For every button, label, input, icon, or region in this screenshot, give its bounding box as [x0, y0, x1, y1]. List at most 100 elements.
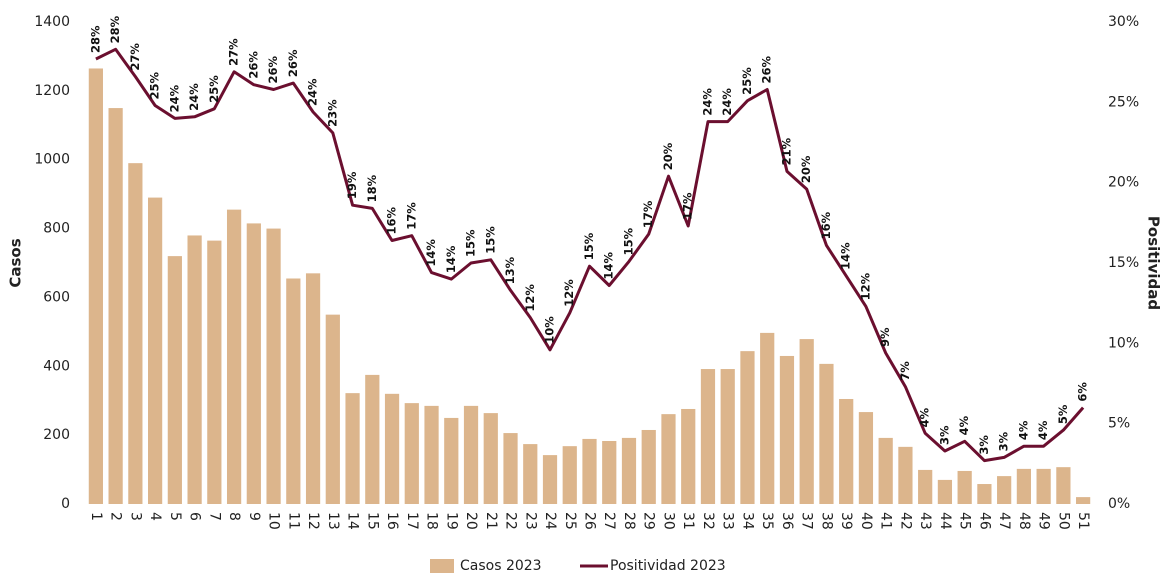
- x-tick-label: 28: [621, 512, 637, 530]
- x-tick-label: 15: [364, 512, 380, 530]
- data-label: 26%: [266, 55, 280, 83]
- y2-tick-label: 15%: [1108, 255, 1139, 271]
- x-tick-label: 2: [108, 512, 124, 521]
- bar: [878, 437, 893, 504]
- data-label: 13%: [503, 256, 517, 284]
- data-label: 15%: [582, 232, 596, 260]
- x-tick-label: 41: [878, 512, 894, 530]
- x-tick-label: 43: [917, 512, 933, 530]
- data-label: 24%: [306, 78, 320, 106]
- data-label: 9%: [878, 327, 892, 347]
- bar: [1056, 467, 1071, 504]
- y-axis-title: Casos: [7, 238, 25, 287]
- data-label: 7%: [898, 361, 912, 381]
- x-tick-label: 13: [325, 512, 341, 530]
- data-label: 15%: [464, 229, 478, 257]
- bar: [898, 446, 913, 504]
- x-tick-label: 51: [1075, 512, 1091, 530]
- bar: [266, 228, 281, 505]
- bar: [424, 405, 439, 504]
- bar: [187, 235, 202, 504]
- x-tick-label: 18: [424, 512, 440, 530]
- bar: [621, 437, 637, 504]
- data-label: 3%: [937, 425, 951, 445]
- y2-axis-title: Positividad: [1145, 216, 1163, 310]
- legend-label: Positividad 2023: [610, 558, 726, 574]
- data-label: 20%: [661, 142, 675, 170]
- x-tick-label: 35: [759, 512, 775, 530]
- data-label: 25%: [740, 67, 754, 95]
- x-tick-label: 17: [404, 512, 420, 530]
- x-tick-label: 39: [838, 512, 854, 530]
- x-tick-label: 5: [167, 512, 183, 521]
- x-tick-label: 45: [957, 512, 973, 530]
- bar: [365, 374, 380, 504]
- bar: [681, 408, 696, 504]
- data-label: 4%: [1016, 420, 1030, 440]
- bar: [1076, 497, 1091, 504]
- bar: [760, 332, 775, 504]
- x-tick-label: 31: [680, 512, 696, 530]
- x-tick-label: 4: [147, 512, 163, 521]
- x-tick-label: 42: [897, 512, 913, 530]
- y-tick-label: 800: [43, 221, 70, 237]
- bar: [957, 470, 972, 504]
- bar: [404, 403, 419, 504]
- bar: [779, 355, 795, 504]
- data-label: 27%: [128, 43, 142, 71]
- bar: [720, 369, 735, 504]
- bar: [641, 429, 656, 504]
- x-tick-label: 47: [996, 512, 1012, 530]
- data-label: 16%: [385, 207, 399, 235]
- y2-tick-label: 30%: [1108, 14, 1139, 30]
- bar: [108, 108, 123, 505]
- bar: [562, 446, 577, 504]
- bar: [226, 209, 242, 504]
- x-tick-label: 50: [1055, 512, 1071, 530]
- data-label: 19%: [345, 171, 359, 199]
- x-tick-label: 49: [1036, 512, 1052, 530]
- bar: [483, 413, 498, 504]
- bar: [542, 455, 558, 504]
- x-tick-label: 14: [345, 512, 361, 530]
- bar: [1016, 468, 1032, 504]
- data-label: 4%: [957, 415, 971, 435]
- data-label: 14%: [424, 239, 438, 267]
- bar: [463, 405, 479, 504]
- x-tick-label: 34: [739, 512, 755, 530]
- bar: [88, 68, 103, 504]
- x-tick-label: 32: [700, 512, 716, 530]
- data-label: 28%: [88, 25, 102, 53]
- data-label: 14%: [444, 245, 458, 273]
- y-tick-label: 1000: [34, 152, 70, 168]
- data-label: 24%: [720, 88, 734, 116]
- x-tick-label: 38: [818, 512, 834, 530]
- data-label: 20%: [799, 155, 813, 183]
- data-label: 15%: [621, 227, 635, 255]
- data-label: 12%: [858, 272, 872, 300]
- bar: [700, 369, 716, 504]
- bar: [918, 469, 933, 504]
- bar: [977, 484, 992, 504]
- data-label: 24%: [187, 83, 201, 111]
- bar: [1036, 468, 1051, 504]
- x-tick-label: 46: [976, 512, 992, 530]
- data-label: 28%: [108, 15, 122, 43]
- bar: [661, 414, 676, 504]
- x-tick-label: 6: [187, 512, 203, 521]
- bar: [345, 393, 360, 504]
- bar: [523, 444, 538, 504]
- x-tick-label: 20: [463, 512, 479, 530]
- bar: [444, 417, 459, 504]
- data-label: 17%: [404, 202, 418, 230]
- data-label: 3%: [977, 435, 991, 455]
- bar: [839, 398, 854, 504]
- x-tick-label: 44: [937, 512, 953, 530]
- data-label: 17%: [641, 200, 655, 228]
- data-label: 25%: [207, 75, 221, 103]
- x-tick-label: 26: [582, 512, 598, 530]
- bar: [246, 223, 261, 504]
- x-tick-label: 12: [305, 512, 321, 530]
- x-tick-label: 30: [660, 512, 676, 530]
